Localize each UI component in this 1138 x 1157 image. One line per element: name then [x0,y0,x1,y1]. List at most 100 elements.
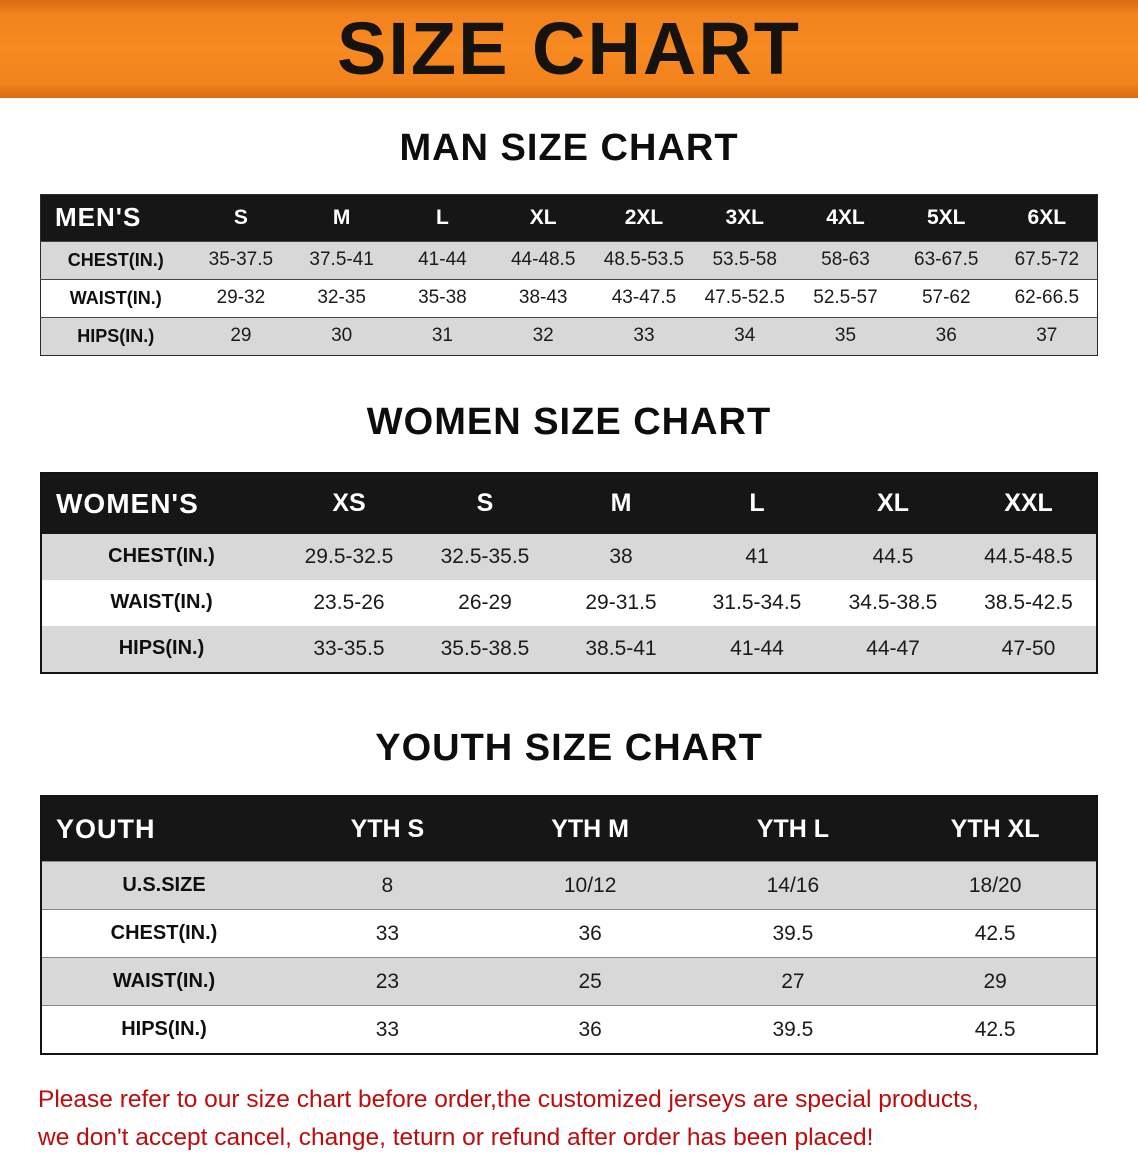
men-waist-row: WAIST(IN.) 29-32 32-35 35-38 38-43 43-47… [40,278,1098,318]
men-col-header: 5XL [895,194,997,242]
cell-value: 36 [895,316,997,356]
men-col-header: S [190,194,292,242]
women-col-header: L [689,472,825,534]
row-label: WAIST(IN.) [41,579,281,626]
men-table-container: MEN'S S M L XL 2XL 3XL 4XL 5XL 6XL CHEST… [40,193,1098,356]
footer-note-line1: Please refer to our size chart before or… [38,1086,979,1114]
cell-value: 39.5 [691,909,895,958]
cell-value: 33-35.5 [281,625,417,673]
size-chart-banner: SIZE CHART [0,0,1138,98]
cell-value: 35.5-38.5 [417,625,553,673]
cell-value: 31.5-34.5 [689,579,825,626]
cell-value: 42.5 [894,909,1097,958]
youth-ussize-row: U.S.SIZE 8 10/12 14/16 18/20 [41,861,1097,910]
row-label: WAIST(IN.) [41,957,286,1006]
men-col-header: 2XL [593,194,695,242]
youth-table-container: YOUTH YTH S YTH M YTH L YTH XL U.S.SIZE … [40,795,1098,1056]
row-label: HIPS(IN.) [40,316,191,356]
cell-value: 35 [795,316,896,356]
cell-value: 37.5-41 [291,240,393,280]
men-col-header: XL [492,194,594,242]
cell-value: 47.5-52.5 [694,278,796,318]
cell-value: 41 [689,533,825,580]
cell-value: 44-48.5 [492,240,594,280]
cell-value: 34 [694,316,796,356]
cell-value: 38.5-41 [553,625,689,673]
footer-note: Please refer to our size chart before or… [38,1081,1138,1157]
cell-value: 42.5 [894,1005,1097,1055]
men-table-corner-label: MEN'S [40,194,191,242]
youth-table-header-row: YOUTH YTH S YTH M YTH L YTH XL [41,796,1097,862]
women-table-header-row: WOMEN'S XS S M L XL XXL [41,472,1097,534]
row-label: WAIST(IN.) [40,278,191,318]
cell-value: 44.5 [825,533,961,580]
cell-value: 36 [488,1005,692,1055]
cell-value: 32.5-35.5 [417,533,553,580]
cell-value: 58-63 [795,240,896,280]
youth-size-table: YOUTH YTH S YTH M YTH L YTH XL U.S.SIZE … [40,795,1098,1056]
banner-title: SIZE CHART [337,7,801,90]
cell-value: 32-35 [291,278,393,318]
women-table-corner-label: WOMEN'S [41,472,281,534]
women-col-header: XL [825,472,961,534]
women-waist-row: WAIST(IN.) 23.5-26 26-29 29-31.5 31.5-34… [41,579,1097,626]
men-size-table: MEN'S S M L XL 2XL 3XL 4XL 5XL 6XL CHEST… [40,193,1098,356]
women-chest-row: CHEST(IN.) 29.5-32.5 32.5-35.5 38 41 44.… [41,533,1097,580]
cell-value: 35-38 [392,278,493,318]
row-label: CHEST(IN.) [41,909,286,958]
youth-col-header: YTH S [286,796,489,862]
cell-value: 31 [392,316,493,356]
cell-value: 27 [691,957,895,1006]
cell-value: 57-62 [895,278,997,318]
men-section-heading: MAN SIZE CHART [399,127,739,169]
cell-value: 43-47.5 [593,278,695,318]
cell-value: 63-67.5 [895,240,997,280]
women-section-heading: WOMEN SIZE CHART [366,400,772,443]
women-size-table: WOMEN'S XS S M L XL XXL CHEST(IN.) 29.5-… [40,471,1098,674]
men-col-header: L [392,194,493,242]
cell-value: 26-29 [417,579,553,626]
men-col-header: 6XL [996,194,1098,242]
cell-value: 44.5-48.5 [961,533,1097,580]
cell-value: 34.5-38.5 [825,579,961,626]
row-label: CHEST(IN.) [41,533,281,580]
cell-value: 53.5-58 [694,240,796,280]
women-hips-row: HIPS(IN.) 33-35.5 35.5-38.5 38.5-41 41-4… [41,625,1097,673]
cell-value: 41-44 [689,625,825,673]
cell-value: 41-44 [392,240,493,280]
youth-col-header: YTH L [691,796,895,862]
cell-value: 33 [286,1005,489,1055]
row-label: U.S.SIZE [41,861,286,910]
men-col-header: 3XL [694,194,796,242]
cell-value: 47-50 [961,625,1097,673]
youth-col-header: YTH XL [894,796,1097,862]
cell-value: 37 [996,316,1098,356]
youth-hips-row: HIPS(IN.) 33 36 39.5 42.5 [41,1005,1097,1055]
cell-value: 32 [492,316,594,356]
youth-chest-row: CHEST(IN.) 33 36 39.5 42.5 [41,909,1097,958]
cell-value: 30 [291,316,393,356]
cell-value: 36 [488,909,692,958]
men-table-header-row: MEN'S S M L XL 2XL 3XL 4XL 5XL 6XL [40,194,1098,242]
row-label: CHEST(IN.) [40,240,191,280]
cell-value: 67.5-72 [996,240,1098,280]
cell-value: 29 [190,316,292,356]
women-col-header: XXL [961,472,1097,534]
cell-value: 35-37.5 [190,240,292,280]
cell-value: 52.5-57 [795,278,896,318]
cell-value: 23 [286,957,489,1006]
cell-value: 62-66.5 [996,278,1098,318]
cell-value: 33 [593,316,695,356]
cell-value: 38.5-42.5 [961,579,1097,626]
youth-table-corner-label: YOUTH [41,796,286,862]
women-col-header: XS [281,472,417,534]
cell-value: 10/12 [488,861,692,910]
men-hips-row: HIPS(IN.) 29 30 31 32 33 34 35 36 37 [40,316,1098,356]
cell-value: 18/20 [894,861,1097,910]
cell-value: 14/16 [691,861,895,910]
youth-waist-row: WAIST(IN.) 23 25 27 29 [41,957,1097,1006]
cell-value: 29-32 [190,278,292,318]
cell-value: 29-31.5 [553,579,689,626]
youth-section-heading: YOUTH SIZE CHART [375,726,763,769]
row-label: HIPS(IN.) [41,625,281,673]
